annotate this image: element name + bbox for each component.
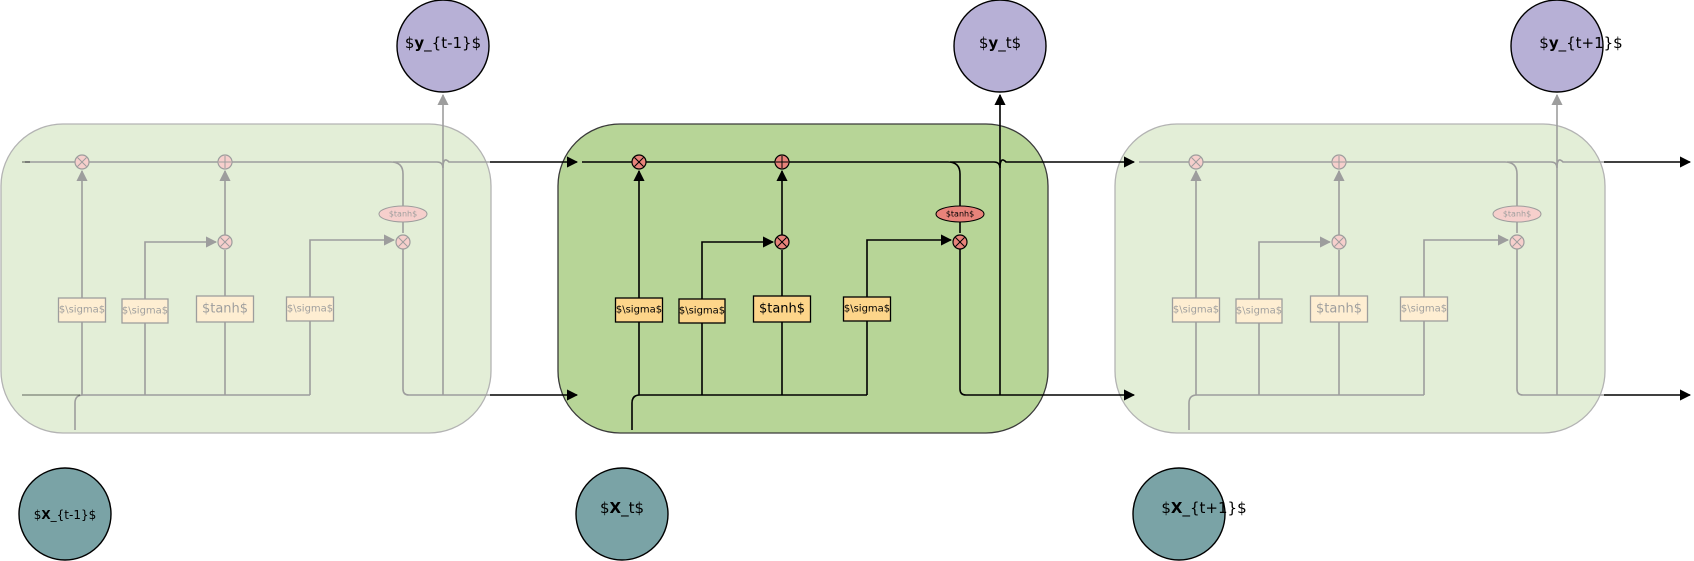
- input-node-t-1: $X_{t-1}$: [18, 467, 112, 561]
- input-label: $X_{t+1}$: [1161, 499, 1246, 518]
- lstm-cell-t: $tanh$ $\sigma$ $\sigma$ $tanh$ $\sigma$: [557, 93, 1049, 434]
- input-label: $X_t$: [600, 499, 644, 518]
- nodes-layer: $y_{t-1}$ $y_t$ $y_{t+1}$ $X_{t-1}$ $X_t$ $X_…: [18, 0, 1623, 561]
- input-gate: $\sigma$: [678, 298, 726, 324]
- input-gate-label: $\sigma$: [1236, 306, 1282, 317]
- lstm-cell-t+1: $tanh$ $\sigma$ $\sigma$ $tanh$ $\sigma$: [1114, 93, 1606, 434]
- cell-add-op: [774, 154, 790, 170]
- output-label: $y_{t-1}$: [405, 34, 481, 53]
- forget-gate: $\sigma$: [57, 297, 107, 323]
- cell-background: [0, 123, 492, 434]
- hidden-state-line: [1516, 249, 1604, 396]
- input-bus: [1188, 394, 1424, 430]
- output-label: $y_{t+1}$: [1539, 34, 1622, 53]
- candidate-gate-label: $tanh$: [1316, 302, 1362, 317]
- forget-gate-label: $\sigma$: [1173, 305, 1219, 316]
- input-multiply-op: [774, 234, 790, 250]
- candidate-gate-label: $tanh$: [202, 302, 248, 317]
- input-node-t: $X_t$: [575, 467, 669, 561]
- output-node-t: $y_t$: [953, 0, 1047, 93]
- links-layer: [22, 156, 1692, 401]
- output-gate-label: $\sigma$: [1401, 304, 1447, 315]
- lstm-cell-t-1: $tanh$ $\sigma$ $\sigma$ $tanh$ $\sigma$: [0, 93, 492, 434]
- output-multiply-op: [952, 234, 968, 250]
- input-bus: [74, 394, 310, 430]
- input-gate-label: $\sigma$: [122, 306, 168, 317]
- output-gate-label: $\sigma$: [844, 304, 890, 315]
- forget-multiply-op: [74, 154, 90, 170]
- forget-gate-label: $\sigma$: [59, 305, 105, 316]
- cell-state-line: [1139, 161, 1518, 175]
- input-bus: [631, 394, 867, 430]
- cell-tanh-oval: $tanh$: [378, 205, 428, 223]
- input-multiply-op: [217, 234, 233, 250]
- output-label: $y_t$: [979, 34, 1021, 53]
- cell-state-line: [25, 161, 404, 175]
- input-gate-label: $\sigma$: [679, 306, 725, 317]
- candidate-gate: $tanh$: [1309, 295, 1369, 323]
- hidden-state-line: [959, 249, 1047, 396]
- cell-tanh-oval: $tanh$: [935, 205, 985, 223]
- cell-tanh-label: $tanh$: [389, 210, 417, 219]
- cell-add-op: [217, 154, 233, 170]
- forget-multiply-op: [1188, 154, 1204, 170]
- input-label: $X_{t-1}$: [34, 508, 96, 522]
- input-node-t+1: $X_{t+1}$: [1132, 467, 1247, 561]
- input-multiply-op: [1331, 234, 1347, 250]
- candidate-gate: $tanh$: [195, 295, 255, 323]
- forget-gate: $\sigma$: [614, 297, 664, 323]
- output-gate: $\sigma$: [842, 296, 892, 322]
- cell-add-op: [1331, 154, 1347, 170]
- cell-background: [1114, 123, 1606, 434]
- output-gate-label: $\sigma$: [287, 304, 333, 315]
- output-node-t-1: $y_{t-1}$: [396, 0, 490, 93]
- candidate-gate: $tanh$: [752, 295, 812, 323]
- cell-tanh-label: $tanh$: [946, 210, 974, 219]
- candidate-gate-label: $tanh$: [759, 302, 805, 317]
- cell-tanh-oval: $tanh$: [1492, 205, 1542, 223]
- output-gate: $\sigma$: [285, 296, 335, 322]
- output-node-t+1: $y_{t+1}$: [1510, 0, 1623, 93]
- cell-background: [557, 123, 1049, 434]
- cell-state-hop: [1550, 159, 1604, 169]
- forget-multiply-op: [631, 154, 647, 170]
- hidden-state-line: [402, 249, 490, 396]
- cells-layer: $tanh$$\sigma$ $\sigma$ $tanh$ $\sigma$$tan…: [0, 93, 1606, 434]
- forget-gate: $\sigma$: [1171, 297, 1221, 323]
- cell-state-line: [582, 161, 961, 175]
- cell-tanh-label: $tanh$: [1503, 210, 1531, 219]
- cell-state-hop: [436, 159, 490, 169]
- input-gate: $\sigma$: [121, 298, 169, 324]
- output-multiply-op: [395, 234, 411, 250]
- output-gate: $\sigma$: [1399, 296, 1449, 322]
- forget-gate-label: $\sigma$: [616, 305, 662, 316]
- output-multiply-op: [1509, 234, 1525, 250]
- input-gate: $\sigma$: [1235, 298, 1283, 324]
